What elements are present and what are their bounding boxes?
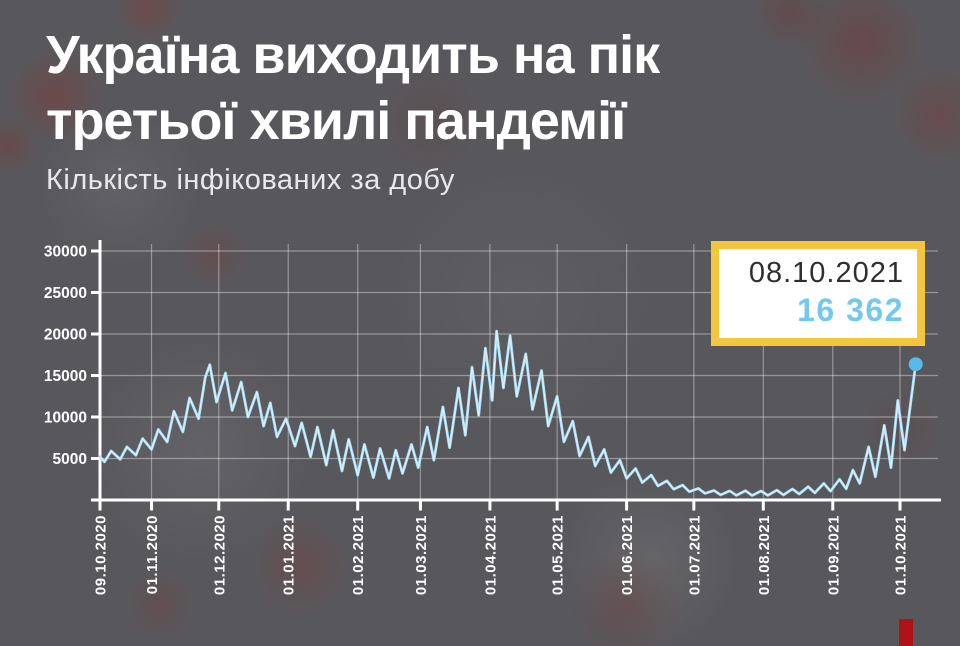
red-bar-decoration — [899, 619, 913, 646]
x-tick-label: 01.07.2021 — [686, 515, 703, 595]
callout-value: 16 362 — [797, 292, 904, 329]
x-tick-label: 01.12.2020 — [211, 515, 228, 595]
x-tick-label: 01.08.2021 — [756, 515, 773, 595]
callout-date: 08.10.2021 — [748, 257, 904, 290]
y-tick-label: 15000 — [44, 368, 87, 385]
y-tick-label: 30000 — [44, 244, 87, 261]
x-tick-label: 01.01.2021 — [281, 515, 298, 595]
x-tick-label: 01.06.2021 — [619, 515, 636, 595]
y-tick-label: 20000 — [44, 327, 87, 344]
x-tick-label: 01.10.2021 — [893, 515, 910, 595]
page-title-line1: Україна виходить на пік — [46, 25, 660, 85]
infections-series-line-core — [99, 330, 917, 497]
x-tick-label: 01.09.2021 — [825, 515, 842, 595]
page-title: Україна виходить на пік третьої хвилі па… — [46, 22, 660, 154]
y-tick-label: 5000 — [53, 451, 87, 468]
x-tick-label: 09.10.2020 — [93, 515, 110, 595]
y-tick-label: 10000 — [44, 410, 87, 427]
latest-point-marker — [908, 357, 923, 372]
page-title-line2: третьої хвилі пандемії — [46, 91, 626, 151]
latest-value-callout: 08.10.2021 16 362 — [711, 241, 925, 346]
x-tick-label: 01.03.2021 — [413, 515, 430, 595]
x-tick-label: 01.04.2021 — [482, 515, 499, 595]
x-tick-label: 01.11.2020 — [144, 515, 161, 594]
y-tick-label: 25000 — [44, 285, 87, 302]
chart-subtitle: Кількість інфікованих за добу — [46, 164, 455, 196]
x-tick-label: 01.05.2021 — [550, 515, 567, 595]
x-tick-label: 01.02.2021 — [350, 515, 367, 595]
